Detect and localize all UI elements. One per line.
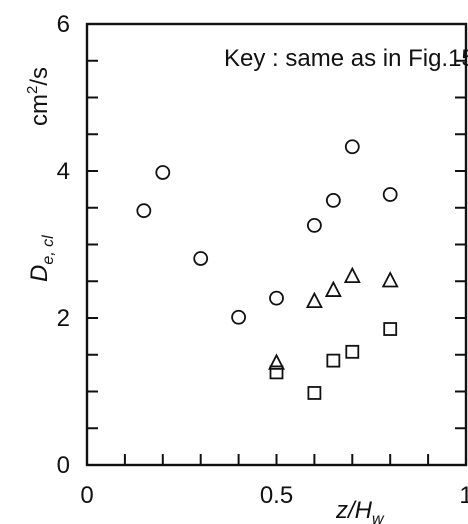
y-axis-title: De, cl bbox=[26, 235, 57, 282]
y-axis-title-main: D bbox=[26, 265, 53, 282]
square-marker bbox=[307, 386, 322, 400]
y-tick-label: 2 bbox=[57, 305, 70, 332]
tick-labels: 0 0.5 1 0 2 4 6 bbox=[57, 11, 468, 509]
plot-frame bbox=[85, 22, 468, 467]
x-tick-label: 1 bbox=[459, 482, 468, 509]
x-tick-label: 0 bbox=[80, 482, 93, 509]
circle-marker bbox=[269, 290, 284, 306]
triangle-marker bbox=[305, 291, 323, 308]
x-axis-title: z/Hw bbox=[335, 497, 385, 524]
circle-marker bbox=[344, 139, 360, 155]
x-axis-title-sub: w bbox=[372, 511, 385, 524]
square-marker bbox=[326, 353, 341, 368]
triangle-marker bbox=[343, 266, 361, 284]
y-axis-unit-base: cm bbox=[26, 94, 53, 126]
data-markers bbox=[136, 139, 399, 400]
circle-marker bbox=[382, 187, 398, 202]
circle-marker bbox=[306, 217, 322, 233]
triangle-marker bbox=[268, 353, 285, 370]
y-axis-unit-tail: /s bbox=[26, 67, 53, 86]
circle-marker bbox=[136, 203, 152, 219]
triangle-marker bbox=[324, 280, 342, 297]
circle-marker bbox=[193, 251, 209, 266]
y-tick-label: 6 bbox=[57, 11, 70, 38]
circle-marker bbox=[325, 192, 341, 208]
x-tick-label: 0.5 bbox=[260, 482, 293, 509]
y-tick-label: 0 bbox=[57, 452, 70, 479]
y-axis-unit: cm2/s bbox=[24, 67, 53, 126]
circle-marker bbox=[155, 165, 171, 180]
triangle-marker bbox=[381, 271, 399, 288]
square-marker bbox=[269, 365, 284, 380]
square-marker bbox=[383, 322, 398, 336]
y-tick-label: 4 bbox=[57, 158, 70, 185]
y-axis-title-sub: e, cl bbox=[40, 235, 57, 265]
x-axis-title-main: z/H bbox=[335, 497, 373, 524]
chart-annotation: Key : same as in Fig.15 bbox=[224, 45, 468, 72]
y-axis-unit-sup: 2 bbox=[24, 86, 41, 94]
square-marker bbox=[345, 344, 360, 359]
axis-ticks bbox=[87, 59, 466, 465]
circle-marker bbox=[231, 309, 247, 325]
